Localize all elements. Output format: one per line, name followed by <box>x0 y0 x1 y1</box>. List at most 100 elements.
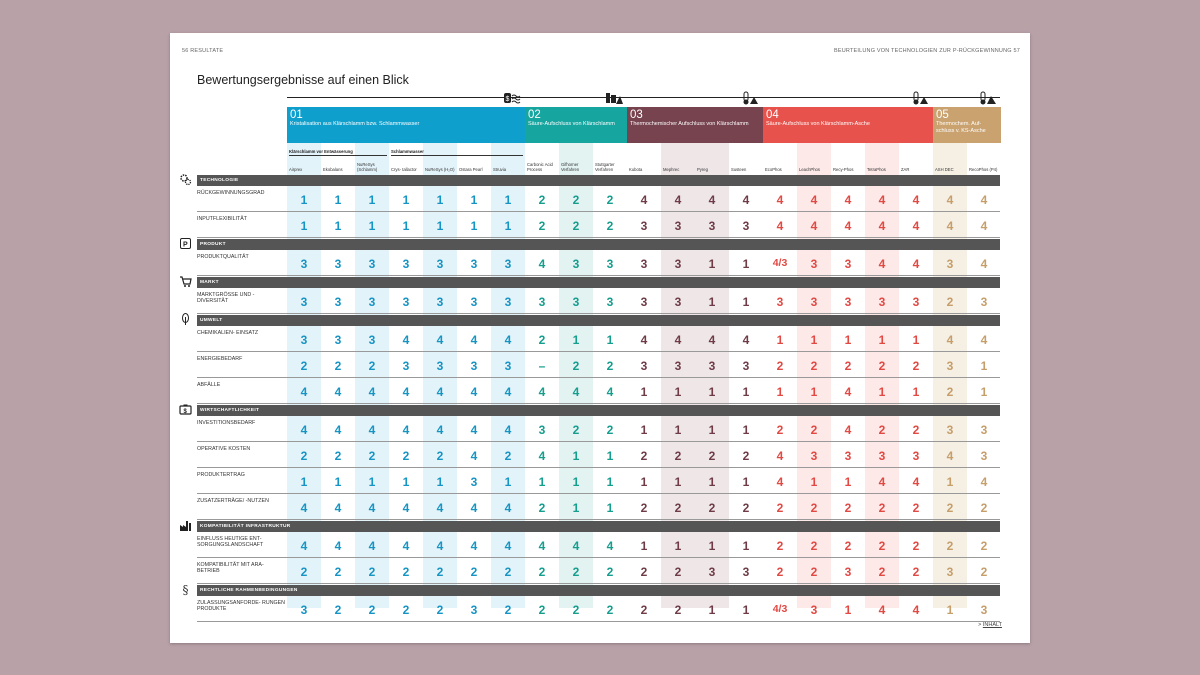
score-cell: 3 <box>980 423 988 437</box>
score-cell: 2 <box>776 501 784 515</box>
row-label: MARKTGRÖSSE UND -DIVERSITÄT <box>197 292 255 305</box>
score-cell: 3 <box>334 295 342 309</box>
score-cell: 4 <box>878 193 886 207</box>
score-cell: 4 <box>436 333 444 347</box>
group-label: Säure-Aufschluss von Klärschlamm-Asche <box>766 121 870 127</box>
score-cell: 4 <box>334 539 342 553</box>
score-cell: 3 <box>640 295 648 309</box>
score-cell: 1 <box>708 475 716 489</box>
svg-text:$: $ <box>506 96 510 103</box>
score-cell: 4 <box>776 219 784 233</box>
score-cell: 2 <box>980 565 988 579</box>
score-cell: 2 <box>708 449 716 463</box>
score-cell: 2 <box>912 539 920 553</box>
score-cell: 2 <box>572 359 580 373</box>
score-cell: 3 <box>640 257 648 271</box>
score-cell: 4 <box>674 193 682 207</box>
score-cell: 1 <box>674 475 682 489</box>
score-cell: 2 <box>368 603 376 617</box>
inhalt-link[interactable]: INHALT <box>982 622 1002 628</box>
score-cell: 2 <box>538 219 546 233</box>
score-cell: 1 <box>980 385 988 399</box>
score-cell: 2 <box>504 565 512 579</box>
score-cell: 1 <box>742 295 750 309</box>
column-name: Gifhorner Verfahren <box>561 162 580 172</box>
score-cell: 4 <box>470 423 478 437</box>
score-cell: 3 <box>640 219 648 233</box>
score-cell: 2 <box>640 501 648 515</box>
group-header-03: 03 Thermochemischer Aufschluss von Klärsc… <box>627 107 763 143</box>
water-waves-icon: $ <box>503 91 521 105</box>
score-cell: 1 <box>606 449 614 463</box>
score-cell: 4 <box>470 539 478 553</box>
row-rule <box>197 557 1000 558</box>
score-cell: 4 <box>606 385 614 399</box>
score-cell: 2 <box>504 449 512 463</box>
score-cell: 2 <box>368 449 376 463</box>
score-cell: 3 <box>810 603 818 617</box>
score-cell: 3 <box>300 603 308 617</box>
score-cell: 3 <box>810 295 818 309</box>
gears-icon <box>179 173 192 186</box>
score-cell: 3 <box>538 423 546 437</box>
inhalt-link-wrap[interactable]: > INHALT <box>978 622 1002 628</box>
group-header-01: 01 Kristalisation aus Klärschlamm bzw. Sc… <box>287 107 525 143</box>
score-cell: – <box>538 359 546 373</box>
score-cell: 2 <box>368 359 376 373</box>
phosphor-box-icon: P <box>179 237 192 250</box>
column-name: NuReSys (Schlamm) <box>357 162 378 172</box>
score-cell: 1 <box>300 475 308 489</box>
score-cell: 3 <box>708 359 716 373</box>
score-cell: 2 <box>606 423 614 437</box>
score-cell: 3 <box>640 359 648 373</box>
score-cell: 3 <box>844 565 852 579</box>
score-cell: 2 <box>606 219 614 233</box>
score-cell: 4 <box>436 539 444 553</box>
score-cell: 4 <box>946 333 954 347</box>
score-cell: 4 <box>368 539 376 553</box>
score-cell: 3 <box>402 359 410 373</box>
score-cell: 4 <box>504 423 512 437</box>
score-cell: 3 <box>538 295 546 309</box>
score-cell: 3 <box>504 295 512 309</box>
score-cell: 2 <box>334 359 342 373</box>
score-cell: 2 <box>776 423 784 437</box>
score-cell: 2 <box>912 423 920 437</box>
score-cell: 1 <box>878 333 886 347</box>
score-cell: 2 <box>300 449 308 463</box>
score-cell: 3 <box>436 359 444 373</box>
score-cell: 2 <box>674 603 682 617</box>
column-name: Recy-Phos <box>833 167 854 172</box>
score-cell: 4 <box>572 385 580 399</box>
score-cell: 4 <box>912 475 920 489</box>
score-cell: 4 <box>606 539 614 553</box>
group-number: 01 <box>290 109 303 121</box>
score-cell: 1 <box>334 475 342 489</box>
score-cell: 2 <box>776 539 784 553</box>
column-name: Crys- tallactor <box>391 167 417 172</box>
score-cell: 4 <box>878 219 886 233</box>
score-cell: 4 <box>810 219 818 233</box>
score-cell: 2 <box>334 565 342 579</box>
group-number: 05 <box>936 109 949 121</box>
group-label: Säure-Aufschluss von Klärschlamm <box>528 121 615 127</box>
score-cell: 2 <box>606 565 614 579</box>
row-rule <box>197 377 1000 378</box>
score-cell: 3 <box>470 359 478 373</box>
score-cell: 4 <box>402 423 410 437</box>
score-cell: 3 <box>504 359 512 373</box>
category-bar: WIRTSCHAFTLICHKEIT <box>197 405 1000 416</box>
column-name: LeachPhos <box>799 167 820 172</box>
score-cell: 1 <box>368 475 376 489</box>
group-number: 03 <box>630 109 643 121</box>
column-name: Pyreg <box>697 167 708 172</box>
row-rule <box>197 467 1000 468</box>
score-cell: 3 <box>912 295 920 309</box>
score-cell: 3 <box>300 333 308 347</box>
paragraph-icon: § <box>182 582 189 597</box>
score-cell: 4 <box>368 501 376 515</box>
group-header-05: 05 Thermochem. Auf- schluss v. KS-Asche <box>933 107 1001 143</box>
category-bar: PRODUKT <box>197 239 1000 250</box>
row-label: ABFÄLLE <box>197 382 221 388</box>
row-label: KOMPATIBILITÄT MIT ARA-BETRIEB <box>197 562 264 575</box>
